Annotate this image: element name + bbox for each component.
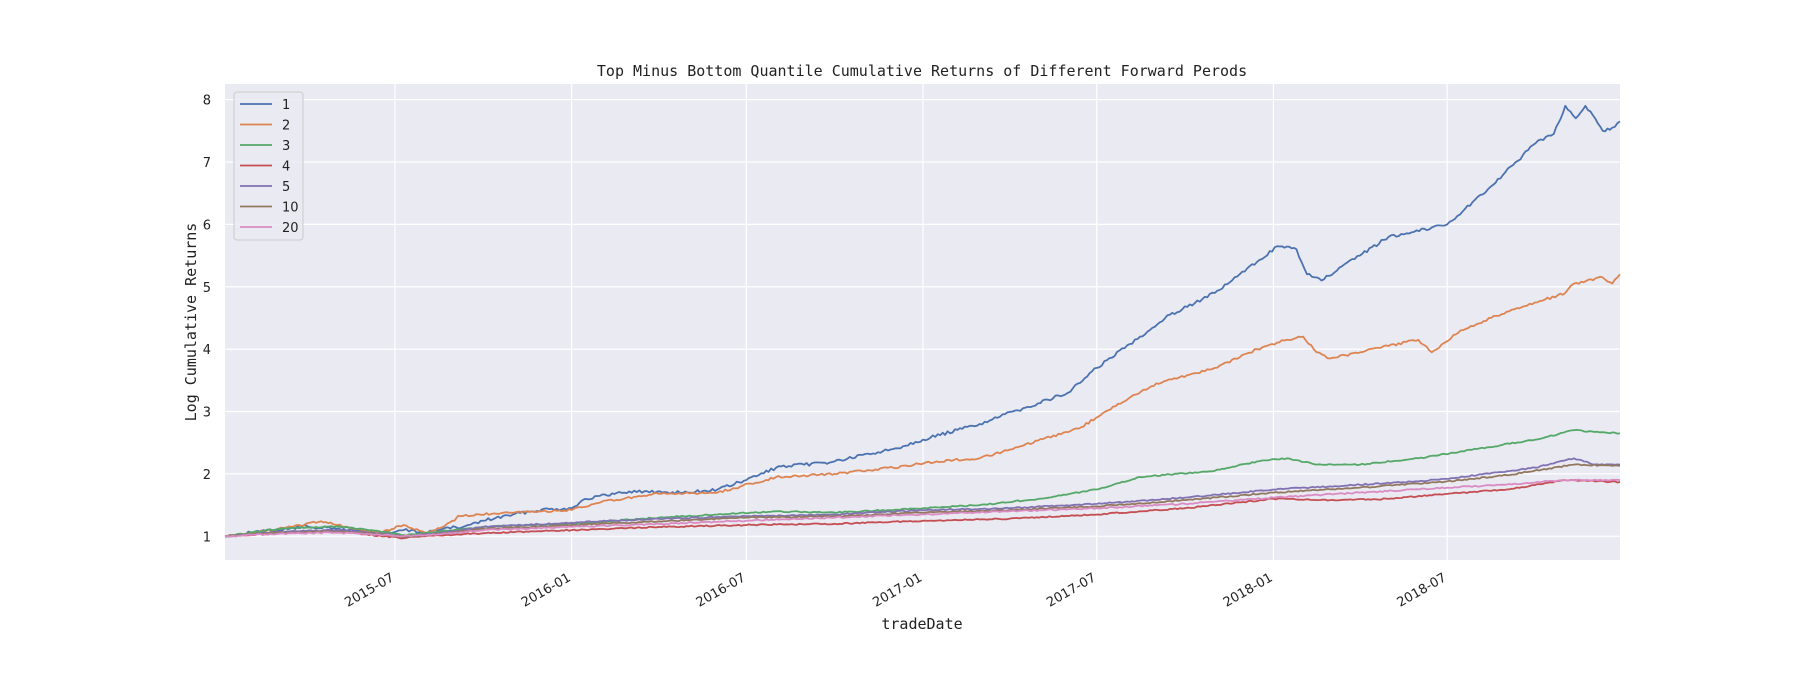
- series-line-10: [224, 463, 1621, 538]
- legend-label-20: 20: [282, 221, 299, 236]
- x-tick-label: 2018-07: [1395, 570, 1450, 610]
- y-tick-label: 4: [203, 343, 211, 358]
- series-line-2: [224, 273, 1621, 538]
- x-tick-label: 2017-07: [1044, 570, 1099, 610]
- y-tick-label: 5: [203, 281, 211, 296]
- x-axis-label: tradeDate: [881, 615, 962, 633]
- legend: 1 2 3 4 5 10 20: [233, 91, 304, 241]
- x-tick-label: 2015-07: [342, 570, 397, 610]
- legend-label-5: 5: [282, 180, 290, 195]
- y-tick-label: 2: [203, 468, 211, 483]
- y-axis-label: Log Cumulative Returns: [182, 223, 200, 422]
- y-tick-label: 7: [203, 156, 211, 171]
- x-axis: 2015-07 2016-01 2016-07 2017-01 2017-07 2018-…: [342, 570, 1449, 610]
- series-line-1: [224, 104, 1621, 538]
- series-line-4: [224, 479, 1621, 540]
- y-tick-label: 8: [203, 94, 211, 109]
- x-tick-label: 2016-01: [519, 570, 574, 610]
- series-layer: [224, 104, 1621, 540]
- legend-label-4: 4: [282, 160, 290, 175]
- legend-label-10: 10: [282, 201, 299, 216]
- y-tick-label: 3: [203, 406, 211, 421]
- legend-label-1: 1: [282, 98, 290, 113]
- x-tick-label: 2016-07: [694, 570, 749, 610]
- x-tick-label: 2018-01: [1221, 570, 1276, 610]
- legend-label-2: 2: [282, 119, 290, 134]
- y-tick-label: 6: [203, 218, 211, 233]
- series-line-3: [224, 429, 1621, 538]
- legend-label-3: 3: [282, 139, 290, 154]
- chart-title: Top Minus Bottom Quantile Cumulative Ret…: [597, 62, 1247, 80]
- y-tick-label: 1: [203, 530, 211, 545]
- series-line-20: [224, 478, 1621, 538]
- x-tick-label: 2017-01: [870, 570, 925, 610]
- y-axis: 1 2 3 4 5 6 7 8: [203, 94, 211, 546]
